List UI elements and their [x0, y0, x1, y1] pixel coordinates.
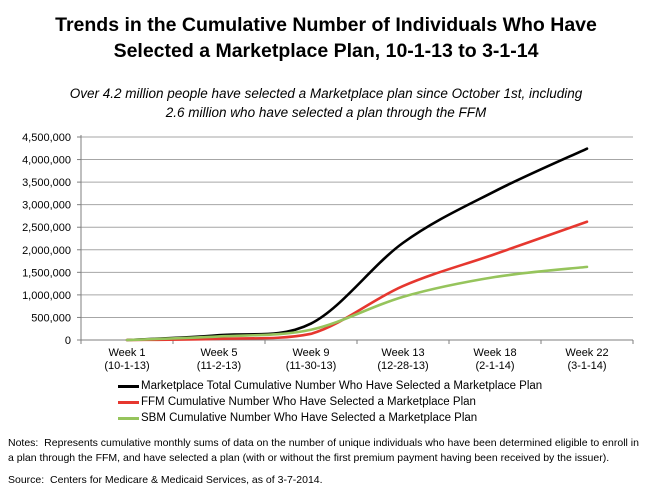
legend-item-total: Marketplace Total Cumulative Number Who …: [118, 378, 652, 394]
source-text: Source: Centers for Medicare & Medicaid …: [8, 474, 323, 486]
sbm-line-swatch: [118, 416, 139, 420]
x-tick-label: Week 9 (11-30-13): [286, 347, 337, 372]
x-tick-label: Week 5 (11-2-13): [197, 347, 241, 372]
y-tick-label: 500,000: [31, 312, 71, 324]
y-tick-label: 3,500,000: [22, 177, 71, 189]
chart-legend: Marketplace Total Cumulative Number Who …: [118, 378, 652, 426]
chart-subtitle-line1: Over 4.2 million people have selected a …: [69, 86, 583, 101]
y-tick-label: 0: [65, 335, 71, 347]
total-line-swatch: [118, 384, 139, 388]
legend-item-ffm: FFM Cumulative Number Who Have Selected …: [118, 394, 652, 410]
x-tick-label: Week 13 (12-28-13): [377, 347, 428, 372]
notes-text: Notes: Represents cumulative monthly sum…: [8, 437, 642, 464]
y-tick-label: 2,500,000: [22, 222, 71, 234]
y-tick-label: 4,000,000: [22, 155, 71, 167]
line-chart: 0 500,000 1,000,000 1,500,000 2,000,000 2,500…: [22, 132, 634, 372]
y-tick-label: 1,500,000: [22, 267, 71, 279]
chart-subtitle-line2: 2.6 million who have selected a plan thr…: [165, 105, 487, 120]
x-axis-labels: Week 1 (10-1-13) Week 5 (11-2-13) Week 9 (11-…: [104, 347, 608, 372]
y-axis-labels: 0 500,000 1,000,000 1,500,000 2,000,000 2,500…: [22, 132, 71, 347]
gridlines: [81, 136, 633, 318]
x-tick-label: Week 1 (10-1-13): [104, 347, 149, 372]
y-tick-label: 4,500,000: [22, 132, 71, 144]
chart-title-line1: Trends in the Cumulative Number of Indiv…: [55, 14, 597, 36]
legend-label-total: Marketplace Total Cumulative Number Who …: [141, 380, 543, 392]
legend-label-sbm: SBM Cumulative Number Who Have Selected …: [141, 412, 478, 424]
x-tick-label: Week 18 (2-1-14): [473, 347, 516, 372]
chart-title: Trends in the Cumulative Number of Indiv…: [0, 12, 652, 64]
ffm-series-line: [125, 220, 589, 342]
y-tick-label: 3,000,000: [22, 200, 71, 212]
y-tick-label: 1,000,000: [22, 290, 71, 302]
chart-subtitle: Over 4.2 million people have selected a …: [0, 84, 652, 122]
legend-label-ffm: FFM Cumulative Number Who Have Selected …: [141, 396, 476, 408]
chart-title-line2: Selected a Marketplace Plan, 10-1-13 to …: [113, 40, 539, 62]
x-tick-label: Week 22 (3-1-14): [565, 347, 608, 372]
legend-item-sbm: SBM Cumulative Number Who Have Selected …: [118, 410, 652, 426]
ffm-line-swatch: [118, 400, 139, 404]
y-tick-label: 2,000,000: [22, 245, 71, 257]
sbm-series-line: [125, 265, 589, 342]
